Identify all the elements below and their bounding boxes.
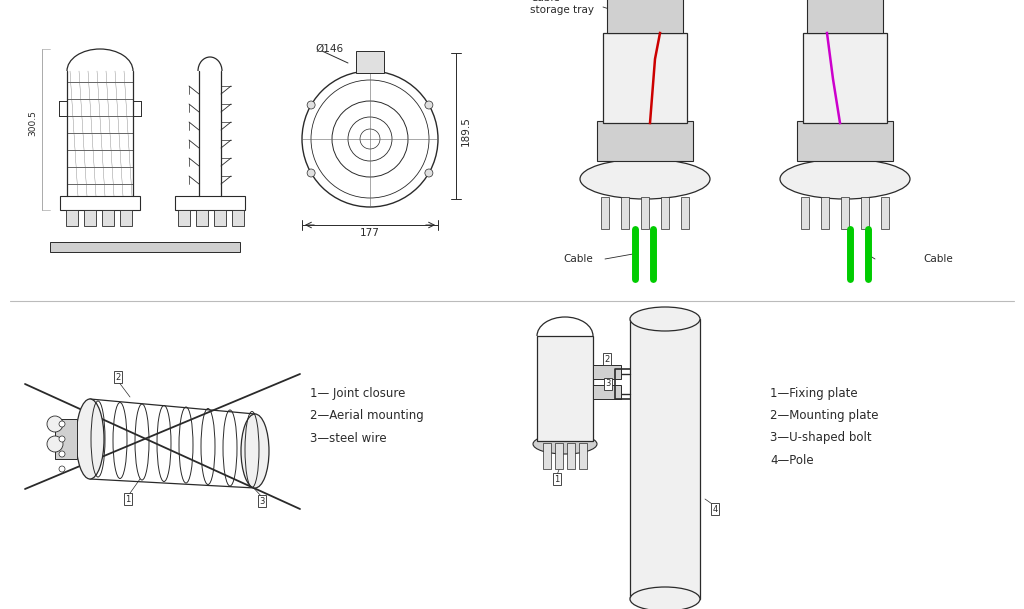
Bar [601,197,609,229]
Text: 177: 177 [360,228,380,238]
Bar [881,197,889,229]
Bar [681,197,689,229]
Ellipse shape [76,399,104,479]
Text: Cable
storage tray: Cable storage tray [530,0,594,15]
Text: 1—Fixing plate: 1—Fixing plate [770,387,858,401]
Bar [543,443,551,469]
Bar [621,197,629,229]
Bar [178,210,190,226]
Ellipse shape [47,436,63,452]
Text: 300.5: 300.5 [29,110,38,136]
Bar [807,0,883,33]
Ellipse shape [630,587,700,609]
Ellipse shape [307,101,315,109]
Text: 1— Joint closure: 1— Joint closure [310,387,406,401]
Text: 4: 4 [713,504,718,513]
Bar [84,210,96,226]
Ellipse shape [630,307,700,331]
Ellipse shape [580,159,710,199]
Text: 3: 3 [259,496,264,505]
Bar [356,51,384,73]
Bar [50,242,240,252]
Bar [214,210,226,226]
Bar [120,210,132,226]
Text: 3—steel wire: 3—steel wire [310,432,387,445]
Text: 3—U-shaped bolt: 3—U-shaped bolt [770,432,871,445]
Bar [567,443,575,469]
Bar [630,319,700,599]
Bar [60,196,140,210]
Bar [593,385,621,399]
Bar [66,210,78,226]
Text: Cable: Cable [563,254,593,264]
Bar [102,210,114,226]
Bar [841,197,849,229]
Bar [597,121,693,161]
Bar [537,336,593,441]
Text: 1: 1 [554,474,560,484]
Bar [55,419,77,459]
Text: 4—Pole: 4—Pole [770,454,814,466]
Bar [579,443,587,469]
Bar [797,121,893,161]
Ellipse shape [780,159,910,199]
Ellipse shape [425,169,433,177]
Text: Cable: Cable [923,254,952,264]
Text: 3: 3 [605,379,610,389]
Text: 1: 1 [125,495,131,504]
Text: 189.5: 189.5 [461,116,471,146]
Ellipse shape [59,466,65,472]
Ellipse shape [534,434,597,454]
Bar [662,197,669,229]
Bar [861,197,869,229]
Text: Ø146: Ø146 [315,44,343,54]
Ellipse shape [425,101,433,109]
Ellipse shape [59,421,65,427]
Text: 2: 2 [116,373,121,381]
Ellipse shape [59,436,65,442]
Bar [803,33,887,123]
Bar [593,365,621,379]
Bar [801,197,809,229]
Bar [603,33,687,123]
Bar [196,210,208,226]
Text: 2—Aerial mounting: 2—Aerial mounting [310,409,424,423]
Bar [607,0,683,33]
Ellipse shape [307,169,315,177]
Bar [555,443,563,469]
Ellipse shape [241,414,269,488]
Ellipse shape [47,416,63,432]
Bar [175,196,245,210]
Text: 2: 2 [604,354,609,364]
Bar [232,210,244,226]
Text: 2—Mounting plate: 2—Mounting plate [770,409,879,423]
Bar [821,197,829,229]
Bar [641,197,649,229]
Ellipse shape [59,451,65,457]
